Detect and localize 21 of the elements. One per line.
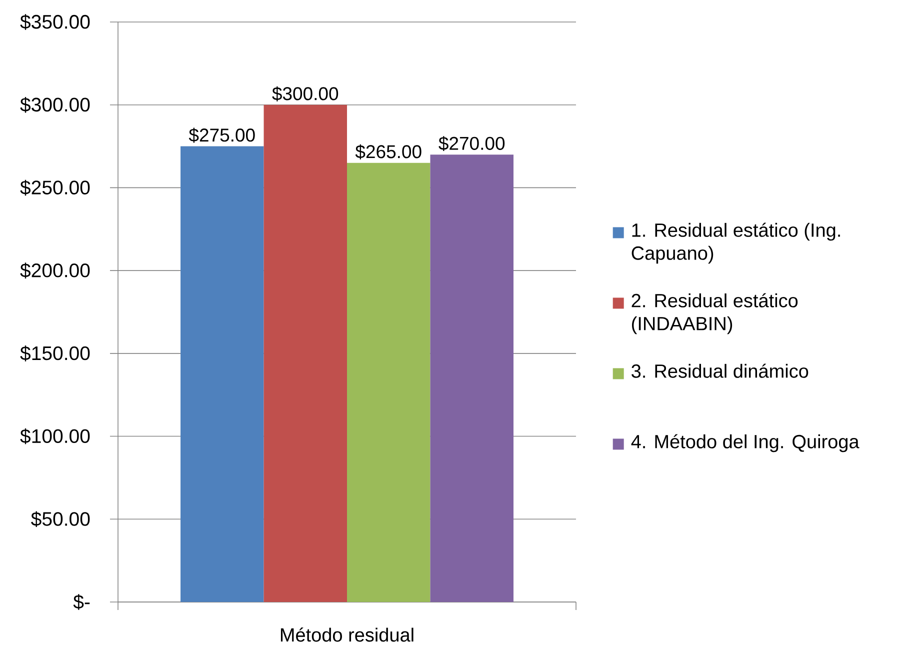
bar — [347, 162, 430, 602]
y-tick-label: $100.00 — [20, 428, 90, 444]
data-label: $275.00 — [188, 128, 255, 143]
y-tick-label: $200.00 — [20, 262, 90, 278]
legend-label: 2. Residual estático (INDAABIN) — [632, 293, 798, 334]
y-tick-label: $150.00 — [20, 346, 90, 362]
legend-label: 3. Residual dinámico — [632, 364, 808, 378]
legend-label: 1. Residual estático (Ing. Capuano) — [632, 222, 840, 264]
legend-label: 4. Método del Ing. Quiroga — [631, 434, 860, 452]
bar — [430, 154, 514, 602]
y-tick-label: $50.00 — [31, 511, 90, 528]
y-tick-label: $250.00 — [20, 180, 90, 196]
bar — [180, 146, 264, 602]
x-tick-label: Método residual — [280, 628, 414, 642]
y-tick-label: $350.00 — [20, 14, 90, 30]
bar — [264, 104, 348, 602]
data-label: $265.00 — [355, 144, 422, 160]
y-tick-label: $300.00 — [20, 96, 90, 113]
data-label: $270.00 — [438, 136, 505, 152]
y-tick-label: $- — [73, 594, 90, 610]
data-label: $300.00 — [272, 86, 338, 102]
